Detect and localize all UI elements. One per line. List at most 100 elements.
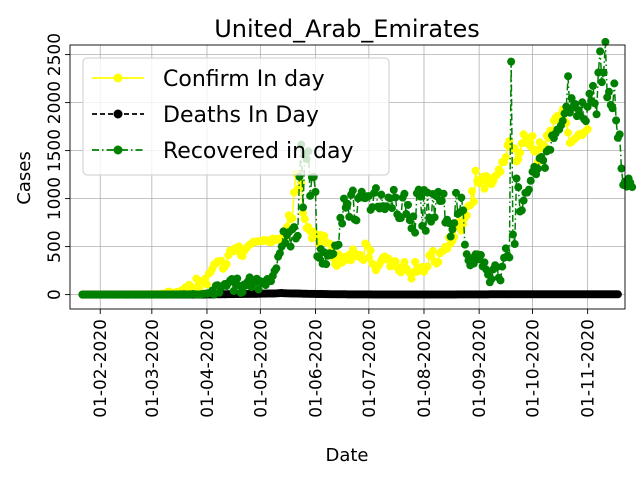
data-point bbox=[471, 166, 480, 175]
data-point bbox=[343, 199, 352, 208]
data-point bbox=[460, 240, 469, 249]
y-tick-label: 1000 bbox=[45, 177, 65, 220]
x-tick-label: 01-05-2020 bbox=[251, 319, 271, 418]
legend-label: Deaths In Day bbox=[163, 103, 319, 128]
data-point bbox=[469, 259, 478, 268]
data-point bbox=[528, 132, 537, 141]
x-tick-label: 01-09-2020 bbox=[470, 319, 490, 418]
data-point bbox=[601, 37, 610, 46]
x-axis-ticks: 01-02-2020 01-03-2020 01-04-2020 01-05-2020… bbox=[91, 309, 599, 418]
data-point bbox=[428, 246, 437, 255]
data-point bbox=[357, 187, 366, 196]
data-point bbox=[540, 163, 549, 172]
data-point bbox=[558, 116, 567, 125]
data-point bbox=[416, 192, 425, 201]
data-point bbox=[592, 110, 601, 119]
data-point bbox=[457, 193, 466, 202]
data-point bbox=[352, 216, 361, 225]
data-point bbox=[510, 240, 519, 249]
y-tick-label: 2000 bbox=[45, 81, 65, 124]
data-point bbox=[423, 262, 432, 271]
data-point bbox=[469, 197, 478, 206]
data-point bbox=[588, 81, 597, 90]
data-point bbox=[514, 183, 523, 192]
legend-item: Confirm In day bbox=[92, 67, 325, 92]
data-point bbox=[567, 94, 576, 103]
data-point bbox=[581, 117, 590, 126]
data-point bbox=[519, 196, 528, 205]
data-point bbox=[487, 275, 496, 284]
data-point bbox=[299, 203, 308, 212]
data-point bbox=[590, 99, 599, 108]
legend-box bbox=[82, 57, 390, 176]
chart-title: United_Arab_Emirates bbox=[214, 15, 480, 43]
data-point bbox=[329, 249, 338, 258]
data-point bbox=[562, 102, 571, 111]
data-point bbox=[286, 242, 295, 251]
data-point bbox=[202, 280, 211, 289]
data-point bbox=[322, 260, 331, 269]
data-point bbox=[450, 219, 459, 228]
data-point bbox=[459, 220, 468, 229]
data-point bbox=[254, 285, 263, 294]
data-point bbox=[334, 240, 343, 249]
data-point bbox=[564, 128, 573, 137]
x-tick-label: 01-11-2020 bbox=[579, 319, 599, 418]
data-point bbox=[517, 206, 526, 215]
data-point bbox=[617, 164, 626, 173]
data-point bbox=[539, 156, 548, 165]
legend-marker bbox=[113, 73, 123, 83]
legend: Confirm In day Deaths In Day Recovered in … bbox=[82, 57, 390, 176]
data-point bbox=[389, 185, 398, 194]
data-point bbox=[371, 184, 380, 193]
data-point bbox=[275, 249, 284, 258]
x-tick-label: 01-07-2020 bbox=[360, 319, 380, 418]
data-point bbox=[448, 225, 457, 234]
data-point bbox=[498, 262, 507, 271]
x-tick-label: 01-02-2020 bbox=[91, 319, 111, 418]
data-point bbox=[533, 164, 542, 173]
data-point bbox=[366, 246, 375, 255]
data-point bbox=[468, 187, 477, 196]
data-point bbox=[222, 260, 231, 269]
data-point bbox=[234, 242, 243, 251]
data-point bbox=[512, 174, 521, 183]
data-point bbox=[400, 258, 409, 267]
legend-marker bbox=[113, 109, 123, 119]
data-point bbox=[612, 116, 621, 125]
data-point bbox=[505, 253, 514, 262]
y-tick-label: 2500 bbox=[45, 33, 65, 76]
data-point bbox=[411, 228, 420, 237]
data-point bbox=[597, 78, 606, 87]
data-point bbox=[290, 223, 299, 232]
data-point bbox=[311, 187, 320, 196]
data-point bbox=[377, 190, 386, 199]
data-point bbox=[583, 102, 592, 111]
data-point bbox=[613, 290, 622, 299]
data-point bbox=[604, 87, 613, 96]
data-point bbox=[238, 287, 247, 296]
data-point bbox=[430, 213, 439, 222]
legend-item: Recovered in day bbox=[92, 139, 354, 164]
data-point bbox=[578, 98, 587, 107]
data-point bbox=[439, 189, 448, 198]
data-point bbox=[272, 264, 281, 273]
y-tick-label: 0 bbox=[45, 289, 65, 300]
data-point bbox=[459, 206, 468, 215]
data-point bbox=[338, 219, 347, 228]
data-point bbox=[615, 130, 624, 139]
data-point bbox=[315, 253, 324, 262]
data-point bbox=[403, 200, 412, 209]
data-point bbox=[508, 230, 517, 239]
data-point bbox=[476, 251, 485, 260]
data-point bbox=[599, 68, 608, 77]
data-point bbox=[409, 212, 418, 221]
data-point bbox=[546, 145, 555, 154]
x-tick-label: 01-08-2020 bbox=[415, 319, 435, 418]
data-point bbox=[407, 274, 416, 283]
data-point bbox=[596, 47, 605, 56]
data-point bbox=[501, 153, 510, 162]
data-point bbox=[320, 232, 329, 241]
data-point bbox=[290, 188, 299, 197]
